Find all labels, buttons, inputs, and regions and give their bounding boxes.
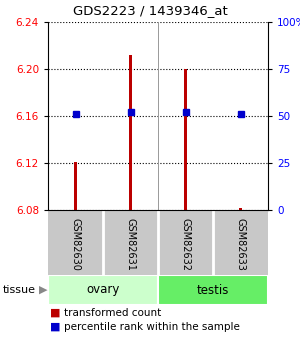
Text: GSM82633: GSM82633 — [236, 218, 245, 271]
Text: ■: ■ — [50, 308, 61, 318]
Text: GSM82630: GSM82630 — [70, 218, 80, 271]
Text: testis: testis — [197, 284, 229, 296]
Bar — [184, 69, 188, 210]
Text: ovary: ovary — [86, 284, 120, 296]
Text: ■: ■ — [50, 322, 61, 332]
Bar — [238, 208, 242, 210]
Text: tissue: tissue — [3, 285, 36, 295]
Bar — [74, 162, 77, 210]
Bar — [158, 275, 268, 305]
Text: ▶: ▶ — [39, 285, 48, 295]
Bar — [129, 55, 132, 210]
Text: GSM82631: GSM82631 — [125, 218, 136, 271]
Bar — [48, 275, 158, 305]
Text: percentile rank within the sample: percentile rank within the sample — [64, 322, 240, 332]
Text: GDS2223 / 1439346_at: GDS2223 / 1439346_at — [73, 4, 227, 18]
Text: GSM82632: GSM82632 — [181, 218, 190, 271]
Text: transformed count: transformed count — [64, 308, 162, 318]
